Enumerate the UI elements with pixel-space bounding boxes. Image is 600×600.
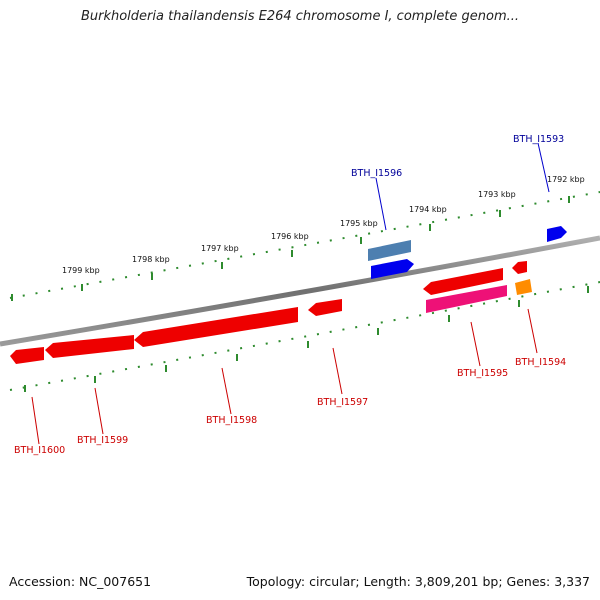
gene-label: BTH_I1597 — [317, 397, 368, 408]
kbp-label: 1793 kbp — [478, 190, 516, 199]
gene-BTH_I1599[interactable]: BTH_I1599 — [45, 335, 134, 446]
gene-arrow[interactable] — [134, 307, 298, 347]
gene-label: BTH_I1598 — [206, 415, 257, 426]
gene-arrow[interactable] — [512, 261, 527, 274]
kbp-scale-labels: 1799 kbp 1798 kbp 1797 kbp 1796 kbp 1795… — [62, 175, 585, 275]
inner-scale-track — [9, 281, 600, 391]
kbp-label: 1796 kbp — [271, 232, 309, 241]
kbp-label: 1795 kbp — [340, 219, 378, 228]
gene-label-leader — [470, 321, 481, 367]
gene-label: BTH_I1596 — [351, 168, 402, 179]
chromosome-backbone — [0, 235, 600, 347]
gene-BTH_I1600[interactable]: BTH_I1600 — [10, 347, 65, 456]
gene-arrow[interactable] — [515, 279, 532, 295]
outer-scale-track — [9, 191, 600, 299]
gene-label-leader — [94, 387, 104, 435]
kbp-label: 1797 kbp — [201, 244, 239, 253]
gene-arrow[interactable] — [423, 268, 503, 295]
gene-arrow[interactable] — [368, 240, 411, 261]
accession-text: Accession: NC_007651 — [9, 574, 152, 589]
inner-scale-major-ticks — [24, 286, 589, 392]
kbp-label: 1799 kbp — [62, 266, 100, 275]
gene-BTH_I1594[interactable]: BTH_I1594 — [512, 261, 566, 368]
kbp-label: 1798 kbp — [132, 255, 170, 264]
kbp-label: 1794 kbp — [409, 205, 447, 214]
gene-label-leader — [31, 396, 40, 445]
gene-arrow[interactable] — [547, 226, 567, 242]
genome-title: Burkholderia thailandensis E264 chromoso… — [80, 9, 520, 24]
gene-label-leader — [221, 367, 232, 415]
genome-summary-text: Topology: circular; Length: 3,809,201 bp… — [246, 574, 590, 589]
gene-arrow[interactable] — [10, 347, 44, 364]
gene-arrow[interactable] — [426, 285, 507, 313]
gene-BTH_I1598[interactable]: BTH_I1598 — [134, 307, 298, 426]
outer-scale-major-ticks — [11, 196, 570, 301]
gene-label: BTH_I1600 — [14, 445, 65, 456]
gene-label: BTH_I1599 — [77, 435, 128, 446]
gene-arrow[interactable] — [308, 299, 342, 316]
gene-BTH_I1597[interactable]: BTH_I1597 — [308, 299, 368, 408]
gene-BTH_I1596[interactable]: BTH_I1596 — [351, 168, 414, 279]
gene-label: BTH_I1594 — [515, 357, 566, 368]
gene-label-leader — [332, 347, 343, 395]
kbp-label: 1792 kbp — [547, 175, 585, 184]
gene-label: BTH_I1593 — [513, 134, 564, 145]
gene-label: BTH_I1595 — [457, 368, 508, 379]
gene-arrow[interactable] — [371, 259, 414, 279]
gene-label-leader — [375, 177, 387, 231]
gene-arrow[interactable] — [45, 335, 134, 358]
gene-BTH_I1593[interactable]: BTH_I1593 — [513, 134, 567, 242]
gene-label-leader — [527, 308, 538, 354]
gene-BTH_I1595[interactable]: BTH_I1595 — [423, 268, 508, 379]
gene-label-leader — [537, 142, 550, 193]
